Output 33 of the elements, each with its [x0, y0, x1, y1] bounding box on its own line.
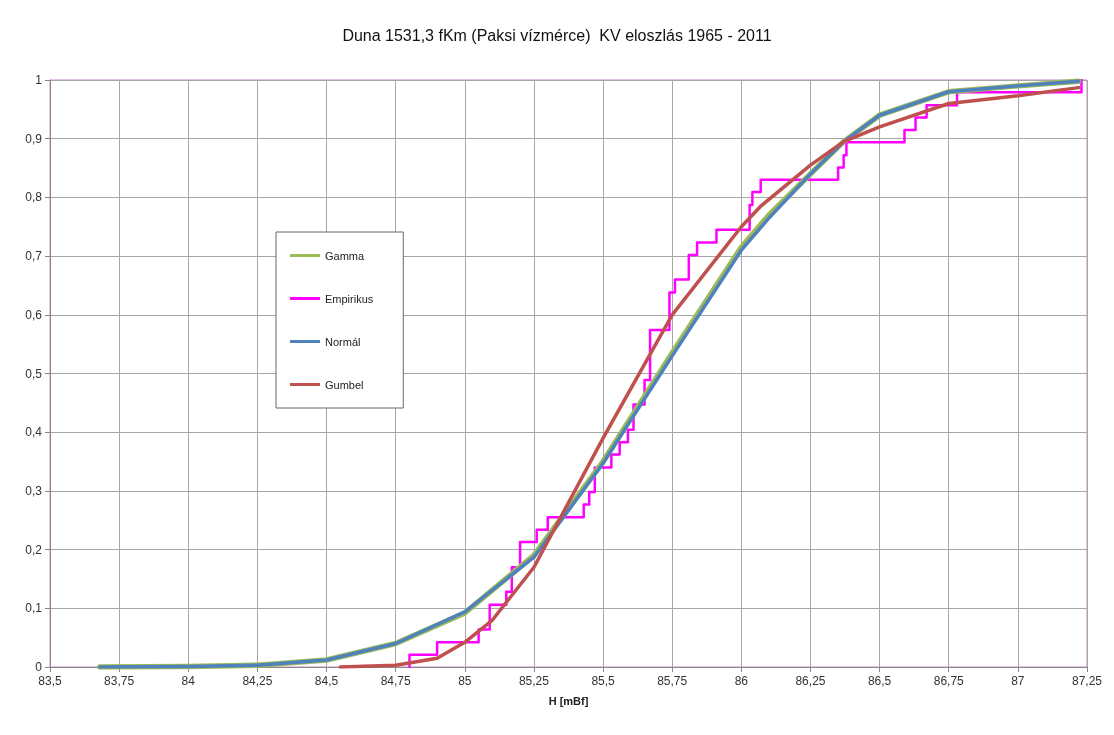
legend-label: Empirikus	[325, 292, 374, 305]
y-tick-label: 0,5	[25, 366, 43, 381]
x-tick-label: 85	[458, 674, 472, 688]
x-tick-label: 86,75	[933, 674, 965, 688]
x-tick-label: 85,25	[518, 674, 550, 688]
y-tick-label: 0	[35, 660, 43, 674]
x-tick-label: 85,75	[657, 674, 688, 688]
y-tick-label: 1	[35, 73, 43, 87]
y-tick-label: 0,9	[25, 131, 43, 146]
x-tick-label: 86,25	[795, 674, 826, 688]
x-tick-label: 84	[181, 674, 196, 688]
y-tick-label: 0,8	[25, 190, 43, 205]
x-tick-label: 87,25	[1071, 674, 1103, 688]
x-tick-label: 83,5	[38, 674, 62, 688]
x-tick-label: 84,25	[242, 674, 273, 688]
chart-title: Duna 1531,3 fKm (Paksi vízmérce) KV eloszlás 1965 - 2011	[342, 26, 772, 44]
x-axis-title: H [mBf]	[548, 694, 589, 707]
y-tick-label: 0,4	[25, 425, 43, 440]
x-tick-label: 84,75	[380, 674, 412, 688]
y-tick-label: 0,3	[25, 483, 43, 498]
y-tick-label: 0,6	[25, 307, 43, 322]
x-tick-label: 83,75	[104, 674, 135, 688]
x-tick-label: 86	[734, 674, 749, 688]
x-tick-label: 84,5	[314, 674, 339, 688]
legend-label: Normál	[325, 335, 361, 348]
legend-label: Gamma	[325, 249, 365, 262]
x-tick-label: 86,5	[867, 674, 892, 688]
legend-label: Gumbel	[325, 378, 364, 391]
x-tick-label: 85,5	[591, 674, 616, 688]
y-tick-label: 0,2	[25, 542, 43, 557]
x-tick-label: 87	[1011, 674, 1025, 688]
y-tick-label: 0,1	[25, 601, 43, 616]
y-tick-label: 0,7	[25, 249, 43, 264]
